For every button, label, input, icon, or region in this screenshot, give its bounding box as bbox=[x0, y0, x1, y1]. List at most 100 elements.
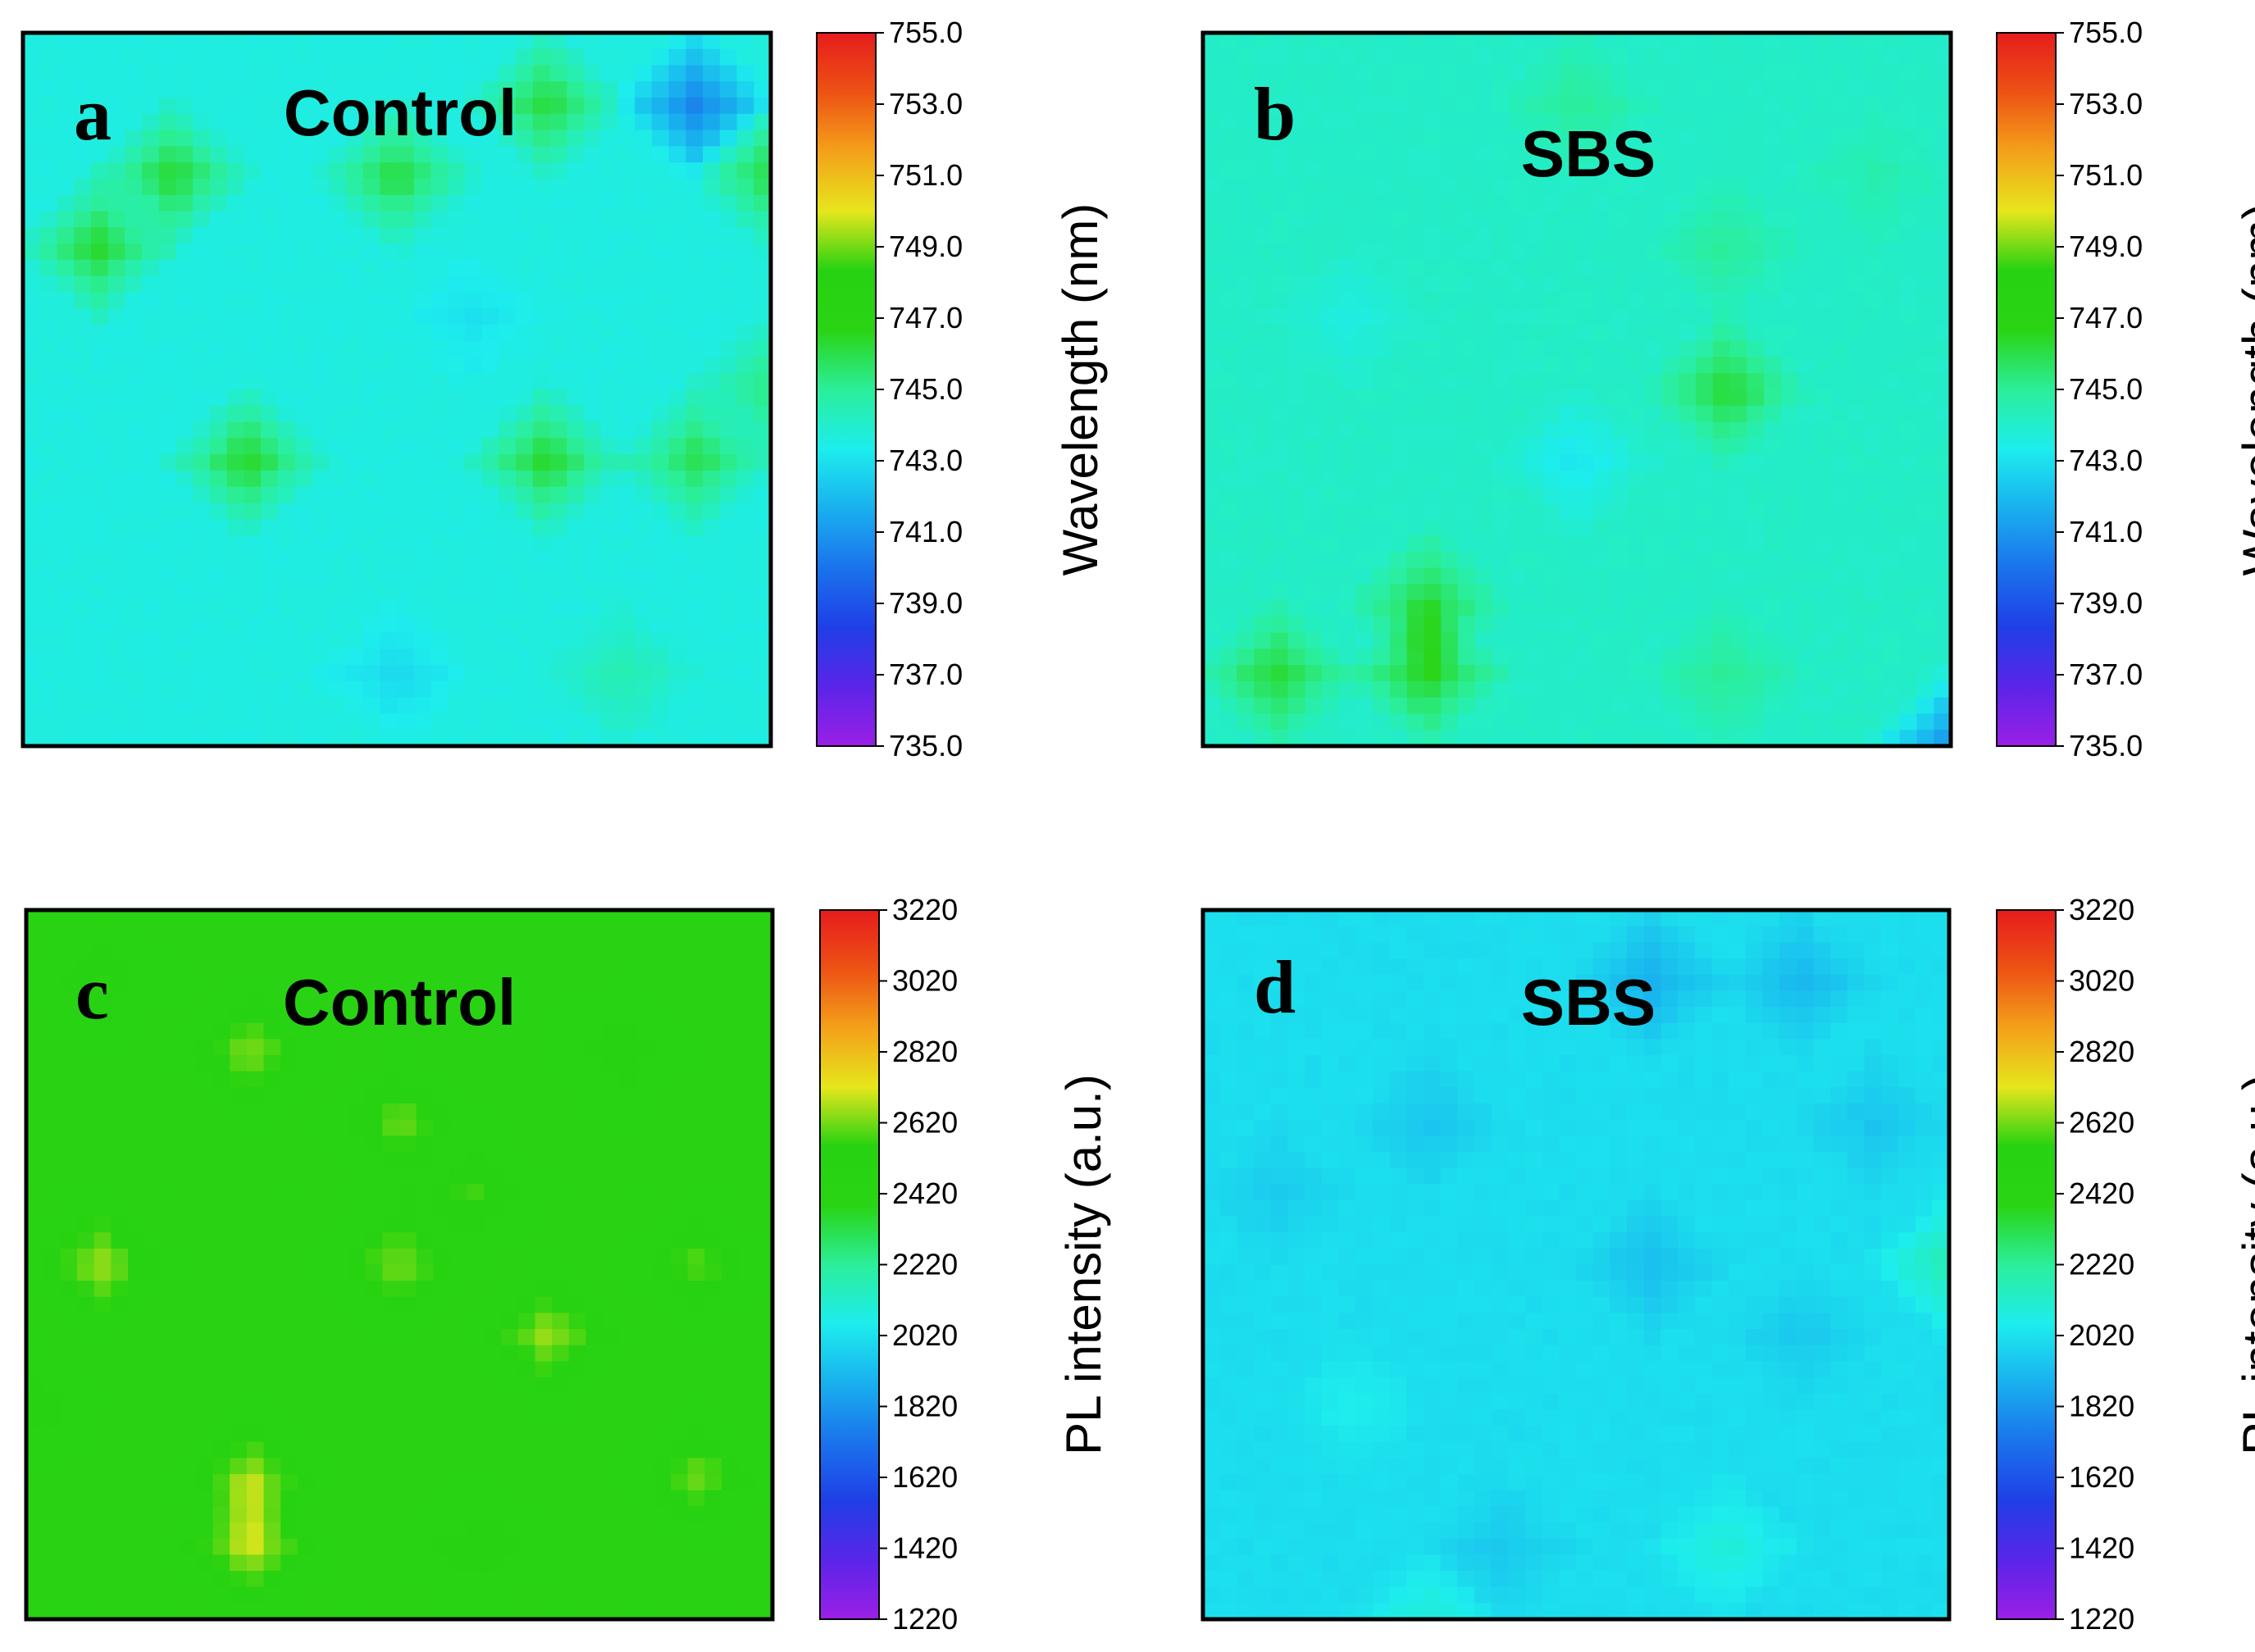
heatmap-cell bbox=[74, 275, 92, 294]
heatmap-cell bbox=[1747, 519, 1765, 536]
heatmap-cell bbox=[263, 1281, 282, 1298]
heatmap-cell bbox=[1883, 98, 1901, 115]
heatmap-cell bbox=[635, 81, 653, 98]
heatmap-cell bbox=[397, 373, 415, 390]
heatmap-cell bbox=[348, 1119, 367, 1137]
heatmap-cell bbox=[1780, 113, 1799, 131]
heatmap-cell bbox=[1322, 357, 1340, 375]
heatmap-cell bbox=[617, 292, 636, 309]
heatmap-cell bbox=[1457, 340, 1476, 358]
heatmap-cell bbox=[549, 584, 568, 601]
heatmap-cell bbox=[1373, 551, 1391, 569]
heatmap-cell bbox=[60, 990, 78, 1008]
heatmap-cell bbox=[413, 470, 432, 488]
heatmap-cell bbox=[413, 438, 432, 455]
heatmap-cell bbox=[345, 33, 364, 50]
heatmap-cell bbox=[125, 616, 143, 634]
heatmap-cell bbox=[654, 1216, 672, 1233]
heatmap-cell bbox=[416, 1087, 435, 1104]
heatmap-cell bbox=[1764, 713, 1782, 731]
heatmap-cell bbox=[736, 146, 755, 163]
heatmap-cell bbox=[23, 680, 41, 699]
heatmap-cell bbox=[1373, 713, 1391, 731]
heatmap-cell bbox=[1457, 146, 1476, 163]
heatmap-cell bbox=[1848, 227, 1867, 244]
heatmap-cell bbox=[179, 1006, 197, 1024]
heatmap-cell bbox=[263, 1087, 282, 1104]
heatmap-cell bbox=[1577, 98, 1595, 115]
heatmap-cell bbox=[1254, 194, 1272, 212]
heatmap-cell bbox=[552, 1281, 570, 1298]
heatmap-cell bbox=[719, 454, 738, 471]
heatmap-cell bbox=[142, 389, 160, 407]
heatmap-cell bbox=[1815, 113, 1833, 131]
heatmap-cell bbox=[111, 1216, 129, 1233]
heatmap-cell bbox=[584, 194, 602, 212]
heatmap-cell bbox=[481, 340, 500, 358]
heatmap-cell bbox=[1305, 600, 1323, 617]
heatmap-cell bbox=[1712, 340, 1731, 358]
heatmap-cell bbox=[1474, 567, 1493, 585]
heatmap-cell bbox=[230, 942, 248, 959]
heatmap-cell bbox=[195, 1167, 214, 1186]
heatmap-cell bbox=[1679, 616, 1697, 634]
heatmap-cell bbox=[329, 211, 347, 229]
heatmap-cell bbox=[738, 1039, 757, 1056]
heatmap-cell bbox=[1390, 373, 1408, 390]
heatmap-cell bbox=[382, 942, 400, 959]
heatmap-cell bbox=[704, 1103, 722, 1121]
heatmap-cell bbox=[162, 1184, 180, 1201]
heatmap-cell bbox=[433, 1135, 451, 1153]
heatmap-cell bbox=[277, 178, 296, 196]
heatmap-cell bbox=[1610, 438, 1629, 455]
heatmap-cell bbox=[651, 389, 670, 407]
heatmap-cell bbox=[636, 942, 655, 959]
heatmap-cell bbox=[1560, 211, 1578, 229]
heatmap-cell bbox=[1747, 730, 1765, 747]
heatmap-cell bbox=[331, 1006, 349, 1024]
heatmap-cell bbox=[230, 1119, 248, 1137]
heatmap-cell bbox=[635, 292, 653, 309]
heatmap-cell bbox=[549, 308, 568, 325]
heatmap-cell bbox=[1848, 730, 1867, 747]
heatmap-cell bbox=[93, 1232, 112, 1249]
heatmap-cell bbox=[1373, 373, 1391, 390]
heatmap-cell bbox=[179, 1039, 197, 1056]
heatmap-cell bbox=[433, 1087, 451, 1104]
heatmap-cell bbox=[1577, 389, 1595, 407]
heatmap-cell bbox=[1797, 405, 1815, 423]
heatmap-cell bbox=[654, 1248, 672, 1266]
heatmap-cell bbox=[1764, 373, 1782, 390]
heatmap-cell bbox=[294, 486, 313, 504]
heatmap-cell bbox=[210, 308, 228, 325]
heatmap-cell bbox=[57, 486, 75, 504]
heatmap-cell bbox=[60, 1039, 78, 1056]
heatmap-cell bbox=[1831, 194, 1850, 212]
heatmap-cell bbox=[345, 632, 364, 650]
heatmap-cell bbox=[380, 227, 398, 244]
heatmap-cell bbox=[501, 1022, 519, 1040]
heatmap-cell bbox=[686, 324, 704, 342]
heatmap-cell bbox=[1355, 535, 1374, 553]
heatmap-cell bbox=[142, 519, 160, 536]
heatmap-cell bbox=[567, 584, 585, 601]
heatmap-cell bbox=[499, 308, 517, 325]
heatmap-cell bbox=[549, 730, 568, 747]
heatmap-cell bbox=[1916, 275, 1935, 294]
heatmap-cell bbox=[1338, 81, 1357, 98]
heatmap-cell bbox=[603, 910, 621, 927]
heatmap-cell bbox=[329, 275, 347, 294]
heatmap-cell bbox=[23, 389, 41, 407]
heatmap-cell bbox=[1780, 340, 1799, 358]
heatmap-cell bbox=[464, 486, 483, 504]
heatmap-cell bbox=[754, 130, 772, 148]
heatmap-cell bbox=[467, 1039, 485, 1056]
heatmap-cell bbox=[484, 926, 502, 944]
heatmap-cell bbox=[1679, 713, 1697, 731]
heatmap-cell bbox=[1355, 486, 1374, 504]
heatmap-cell bbox=[1866, 600, 1884, 617]
heatmap-cell bbox=[1916, 81, 1935, 98]
heatmap-cell bbox=[567, 113, 585, 131]
heatmap-cell bbox=[755, 1216, 773, 1233]
heatmap-cell bbox=[1916, 357, 1935, 375]
